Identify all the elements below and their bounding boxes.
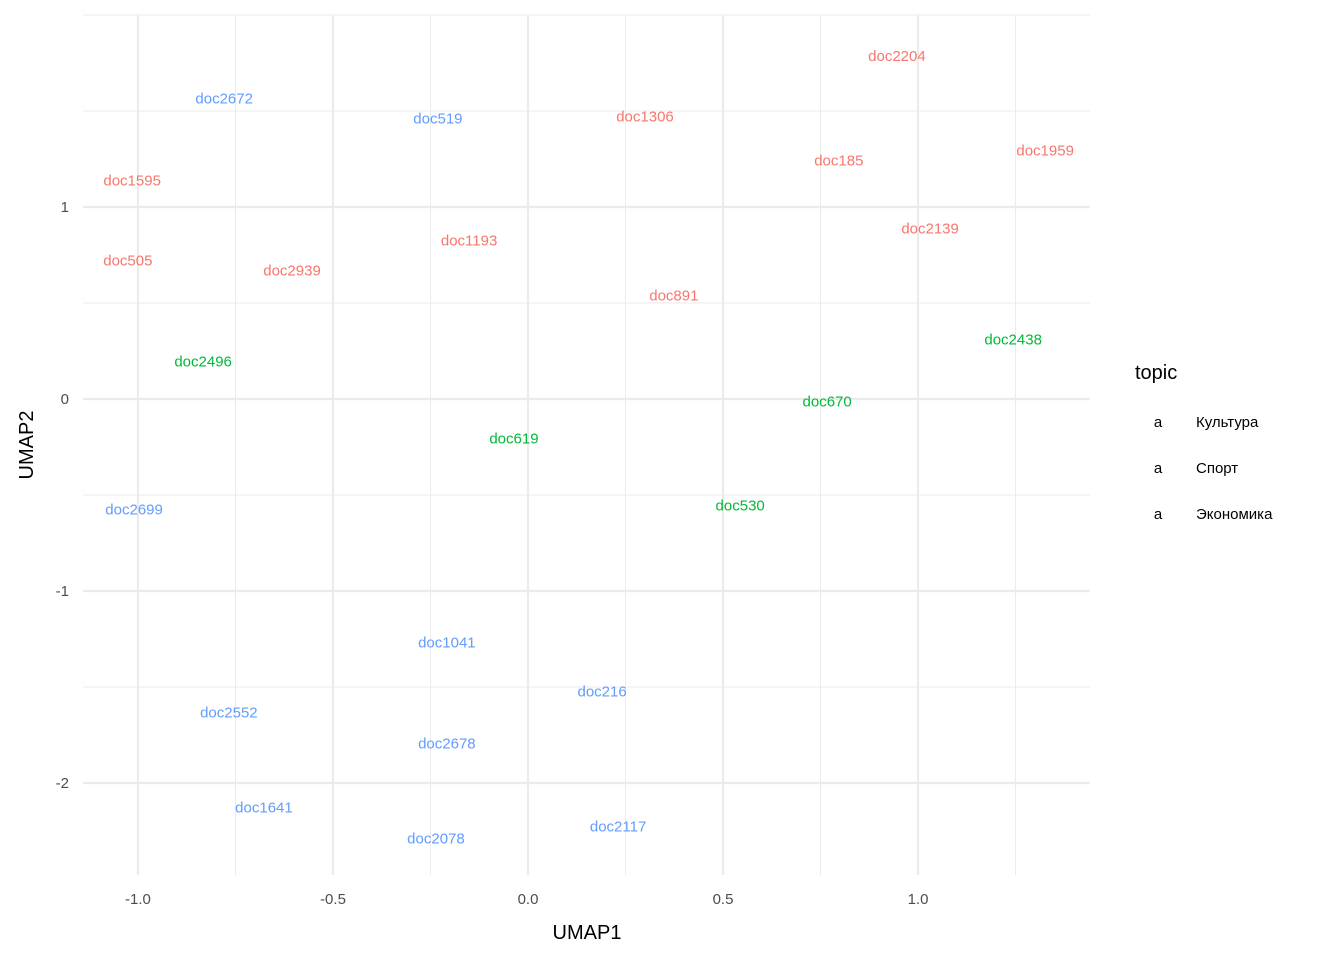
- point-label: doc2078: [407, 830, 465, 847]
- x-axis-title: UMAP1: [553, 922, 622, 944]
- point-label: doc2139: [901, 220, 959, 237]
- point-label: doc670: [803, 393, 852, 410]
- point-label: doc216: [577, 684, 626, 701]
- x-tick-label: -1.0: [125, 891, 151, 908]
- x-tick-label: 1.0: [908, 891, 929, 908]
- point-label: doc1641: [235, 800, 293, 817]
- y-tick-label: -1: [56, 583, 69, 600]
- grid-lines: [83, 14, 1090, 875]
- y-tick-label: -2: [56, 775, 69, 792]
- point-label: doc505: [103, 253, 152, 270]
- x-axis-ticks: -1.0 -0.5 0.0 0.5 1.0: [125, 891, 928, 908]
- point-label: doc2438: [984, 331, 1042, 348]
- legend-entry-label: Культура: [1196, 414, 1259, 431]
- point-label: doc1959: [1016, 142, 1074, 159]
- point-label: doc1193: [441, 233, 497, 250]
- point-label: doc1595: [103, 172, 161, 189]
- point-label: doc2678: [418, 736, 476, 753]
- point-label: doc2699: [105, 502, 163, 519]
- point-label: doc530: [716, 498, 765, 515]
- point-label: doc1306: [616, 108, 674, 125]
- point-label: doc2117: [590, 819, 646, 836]
- point-label: doc185: [814, 152, 863, 169]
- point-label: doc2204: [868, 48, 926, 65]
- legend-entry-label: Экономика: [1196, 506, 1273, 523]
- legend-key-glyph: a: [1154, 414, 1163, 431]
- y-tick-label: 0: [61, 391, 69, 408]
- legend-key-glyph: a: [1154, 460, 1163, 477]
- y-axis-title: UMAP2: [16, 411, 38, 480]
- legend-title: topic: [1135, 362, 1177, 384]
- point-label: doc2672: [195, 90, 253, 107]
- point-label: doc2552: [200, 704, 258, 721]
- x-tick-label: 0.5: [713, 891, 734, 908]
- point-label: doc2939: [263, 262, 321, 279]
- point-label: doc2496: [174, 353, 232, 370]
- point-label: doc1041: [418, 635, 476, 652]
- x-tick-label: -0.5: [320, 891, 346, 908]
- data-labels: doc2204 doc1306 doc185 doc1959 doc1595 doc213…: [103, 48, 1074, 848]
- legend-entry-label: Спорт: [1196, 460, 1238, 477]
- point-label: doc891: [649, 287, 698, 304]
- point-label: doc519: [413, 110, 462, 127]
- point-label: doc619: [489, 430, 538, 447]
- y-tick-label: 1: [61, 199, 69, 216]
- legend-key-glyph: a: [1154, 506, 1163, 523]
- x-tick-label: 0.0: [518, 891, 539, 908]
- legend: topic a Культура a Спорт a Экономика: [1135, 362, 1273, 523]
- y-axis-ticks: -2 -1 0 1: [56, 199, 69, 792]
